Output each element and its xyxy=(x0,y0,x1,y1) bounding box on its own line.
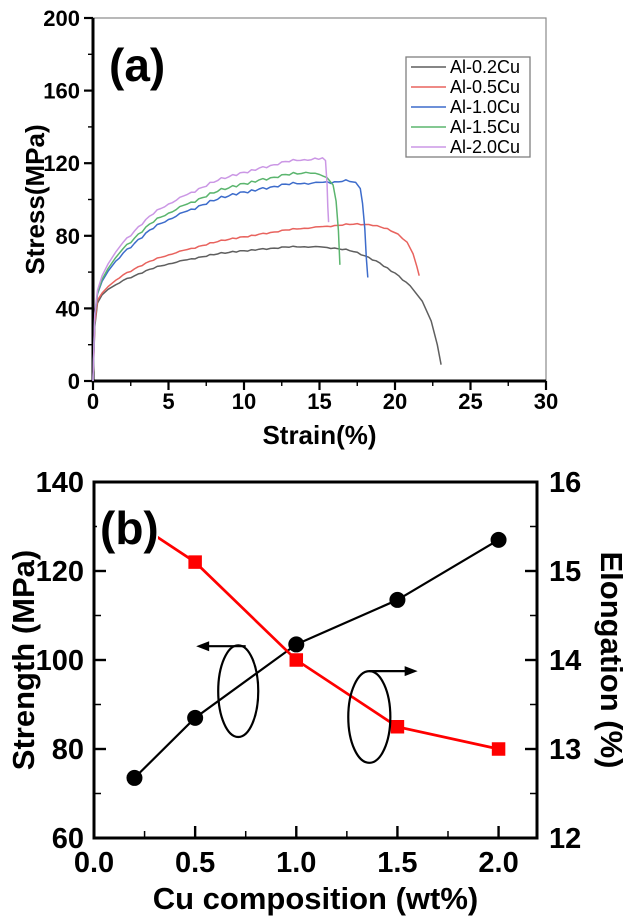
y-right-tick-label: 15 xyxy=(549,556,581,588)
panel-label-backing xyxy=(97,502,158,549)
legend-item: Al-1.0Cu xyxy=(411,97,520,117)
legend-item: Al-0.5Cu xyxy=(411,77,520,97)
y-left-tick-label: 140 xyxy=(36,467,84,499)
x-axis-title: Strain(%) xyxy=(262,420,376,450)
y-right-tick-label: 13 xyxy=(549,734,581,766)
x-tick-label: 25 xyxy=(458,389,482,414)
y-right-tick-label: 12 xyxy=(549,823,581,855)
panel-label-a: (a) xyxy=(109,39,165,91)
x-tick-label: 1.5 xyxy=(377,847,417,879)
y-right-tick-label: 14 xyxy=(549,645,581,677)
legend-item: Al-0.2Cu xyxy=(411,57,520,77)
strength-elongation-chart: 0.0 0.5 1.0 1.5 2.0 60 80 100 120 140 12 13 14 15 16 Cu… xyxy=(6,467,625,916)
panel-label-b: (b) xyxy=(100,502,159,554)
legend-label: Al-1.5Cu xyxy=(450,117,520,137)
y-tick-label: 40 xyxy=(56,296,80,321)
x-tick-label: 15 xyxy=(307,389,331,414)
series-line-Al-0.5Cu xyxy=(92,222,420,382)
data-point-strength xyxy=(126,769,143,786)
data-point-elongation xyxy=(289,653,304,667)
data-point-elongation xyxy=(390,720,405,734)
series-line-Al-0.2Cu xyxy=(92,245,442,382)
x-tick-label: 30 xyxy=(534,389,558,414)
legend-label: Al-0.2Cu xyxy=(450,57,520,77)
y-right-tick-label: 16 xyxy=(549,467,581,499)
data-point-strength xyxy=(288,636,305,653)
series-line-Al-2.0Cu xyxy=(92,157,330,382)
x-tick-label: 0.0 xyxy=(74,847,114,879)
legend-label: Al-1.0Cu xyxy=(450,97,520,117)
data-point-elongation xyxy=(188,555,202,569)
annotation-arrowhead xyxy=(404,666,418,677)
x-tick-label: 2.0 xyxy=(478,847,518,879)
legend-label: Al-0.5Cu xyxy=(450,77,520,97)
y-tick-label: 200 xyxy=(43,6,80,31)
y-left-tick-label: 100 xyxy=(36,645,84,677)
x-tick-label: 10 xyxy=(232,389,256,414)
legend-label: Al-2.0Cu xyxy=(450,137,520,157)
y-left-tick-label: 80 xyxy=(52,734,84,766)
stress-strain-chart: 0 5 10 15 20 25 30 0 40 80 120 160 200 Strain(%) Stres… xyxy=(20,6,558,450)
legend-item: Al-2.0Cu xyxy=(411,137,520,157)
data-point-elongation xyxy=(491,742,506,756)
y-axis-title: Stress(MPa) xyxy=(20,124,50,274)
data-point-strength xyxy=(389,591,406,608)
data-point-strength xyxy=(187,709,204,726)
data-point-strength xyxy=(490,531,507,548)
y-right-axis-title: Elongation (%) xyxy=(594,552,625,769)
plot-border xyxy=(92,480,539,840)
x-tick-label: 0.5 xyxy=(175,847,215,879)
legend-item: Al-1.5Cu xyxy=(411,117,520,137)
annotation-arrowhead xyxy=(196,641,210,652)
x-axis-title: Cu composition (wt%) xyxy=(153,881,478,916)
y-left-tick-label: 60 xyxy=(52,823,84,855)
y-left-tick-label: 120 xyxy=(36,556,84,588)
series-line-Al-1.0Cu xyxy=(92,179,369,382)
series-line-Al-1.5Cu xyxy=(92,171,341,382)
y-tick-label: 80 xyxy=(56,224,80,249)
y-tick-label: 0 xyxy=(68,369,80,394)
annotation-ellipse xyxy=(217,644,260,739)
x-tick-label: 1.0 xyxy=(276,847,316,879)
y-tick-label: 120 xyxy=(43,151,80,176)
series-line-strength xyxy=(133,538,500,779)
x-tick-label: 20 xyxy=(383,389,407,414)
x-tick-label: 5 xyxy=(162,389,174,414)
x-tick-label: 0 xyxy=(87,389,99,414)
y-left-axis-title: Strength (MPa) xyxy=(6,550,41,770)
y-tick-label: 160 xyxy=(43,79,80,104)
